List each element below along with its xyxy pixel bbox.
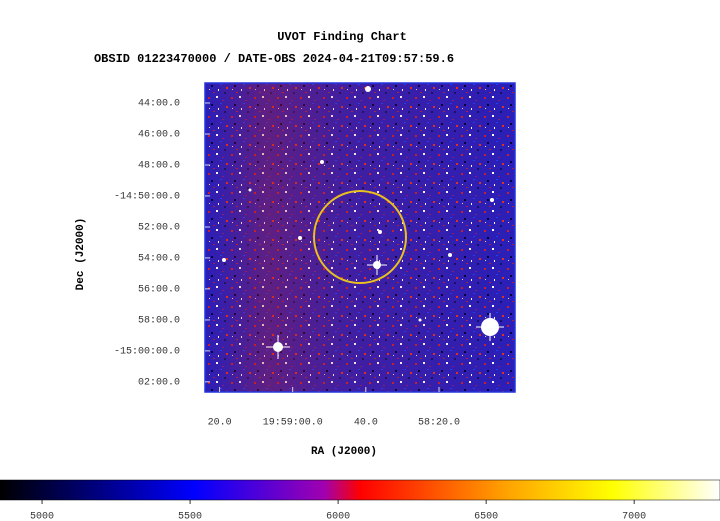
x-tick-label: 20.0	[208, 418, 232, 429]
colorbar-tick-label: 5000	[30, 512, 54, 521]
x-tick-label: 19:59:00.0	[263, 418, 323, 429]
y-tick-label: 52:00.0	[138, 223, 180, 234]
y-tick-label: -14:50:00.0	[114, 192, 180, 203]
y-axis-label: Dec (J2000)	[75, 218, 87, 291]
colorbar-tick-label: 6000	[326, 512, 350, 521]
y-tick-label: -15:00:00.0	[114, 347, 180, 358]
x-tick-label: 40.0	[354, 418, 378, 429]
x-tick-label: 58:20.0	[418, 418, 460, 429]
y-tick-label: 48:00.0	[138, 161, 180, 172]
x-axis-label: RA (J2000)	[311, 446, 377, 458]
y-tick-label: 46:00.0	[138, 130, 180, 141]
colorbar-tick-label: 6500	[474, 512, 498, 521]
chart-subtitle: OBSID 01223470000 / DATE-OBS 2024-04-21T…	[94, 52, 454, 66]
y-tick-label: 56:00.0	[138, 285, 180, 296]
y-tick-label: 58:00.0	[138, 316, 180, 327]
chart-title: UVOT Finding Chart	[277, 30, 407, 44]
y-tick-label: 54:00.0	[138, 254, 180, 265]
colorbar-tick-label: 7000	[622, 512, 646, 521]
colorbar-tick-label: 5500	[178, 512, 202, 521]
sky-image	[204, 82, 516, 393]
y-tick-label: 44:00.0	[138, 99, 180, 110]
colorbar	[0, 479, 720, 501]
y-tick-label: 02:00.0	[138, 378, 180, 389]
